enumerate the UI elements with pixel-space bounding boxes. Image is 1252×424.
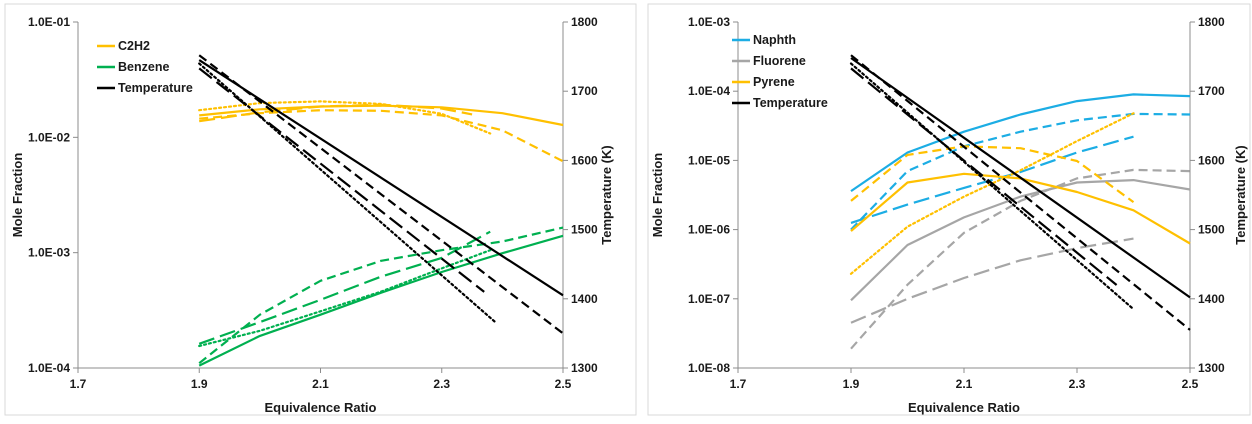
y2-tick-label: 1700	[571, 84, 598, 98]
series-line-1-4	[198, 100, 492, 135]
legend-label: Pyrene	[753, 75, 795, 89]
y-axis-title: Mole Fraction	[650, 153, 665, 238]
x-tick-label: 1.9	[191, 377, 208, 391]
series-line-2-5	[850, 168, 1191, 350]
y2-axis-title: Temperature (K)	[599, 145, 614, 244]
y-tick-label: 1.0E-05	[688, 153, 730, 167]
series-line-1-2	[199, 109, 564, 163]
x-tick-label: 1.7	[730, 377, 747, 391]
y2-tick-label: 1400	[1198, 292, 1225, 306]
legend-label: Temperature	[118, 81, 193, 95]
y-tick-label: 1.0E-03	[688, 15, 730, 29]
x-tick-label: 2.3	[1069, 377, 1086, 391]
series-line-2-11	[850, 54, 1191, 331]
y2-tick-label: 1600	[571, 153, 598, 167]
legend-label: Temperature	[753, 96, 828, 110]
y-tick-label: 1.0E-04	[28, 361, 70, 375]
series-line-2-9	[849, 112, 1135, 275]
series-line-1-6	[198, 226, 564, 365]
series-line-1-9	[198, 59, 564, 297]
y-tick-label: 1.0E-04	[688, 84, 730, 98]
y2-axis-title: Temperature (K)	[1233, 145, 1248, 244]
chart-panel-2: 1.7 1.9 2.1 2.3 2.5 1.0E-08 1.0E-07 1.0E-06 1.0E…	[647, 3, 1251, 416]
y-tick-label: 1.0E-01	[28, 15, 70, 29]
x-tick-label: 2.1	[956, 377, 973, 391]
y-tick-label: 1.0E-06	[688, 223, 730, 237]
y2-tick-label: 1700	[1198, 84, 1225, 98]
y2-tick-label: 1500	[571, 223, 598, 237]
panel-frame	[4, 3, 637, 416]
series-line-1-5	[198, 234, 564, 367]
series-line-1-1	[199, 104, 564, 127]
legend-label: C2H2	[118, 39, 150, 53]
panel-frame	[647, 3, 1251, 416]
series-line-1-3	[199, 103, 473, 123]
series-line-2-4	[850, 179, 1191, 302]
series-line-1-11	[198, 67, 485, 293]
series-group	[849, 54, 1191, 350]
x-axis-title: Equivalence Ratio	[908, 400, 1020, 415]
y-tick-label: 1.0E-02	[28, 130, 70, 144]
x-axis-title: Equivalence Ratio	[265, 400, 377, 415]
y-tick-label: 1.0E-07	[688, 292, 730, 306]
y-tick-label: 1.0E-03	[28, 246, 70, 260]
chart-panel-1: 1.7 1.9 2.1 2.3 2.5 1.0E-04 1.0E-03 1.0E-02 1.0E…	[4, 3, 637, 416]
series-group	[198, 54, 564, 367]
y2-tick-label: 1800	[1198, 15, 1225, 29]
legend-label: Benzene	[118, 60, 169, 74]
series-line-2-12	[850, 67, 1118, 286]
y2-tick-label: 1600	[1198, 153, 1225, 167]
x-tick-label: 1.9	[843, 377, 860, 391]
series-line-1-10	[198, 54, 564, 335]
series-line-2-8	[850, 145, 1135, 203]
y2-tick-label: 1400	[571, 292, 598, 306]
series-line-2-6	[850, 237, 1134, 324]
series-line-1-7	[198, 230, 491, 345]
x-tick-label: 2.3	[433, 377, 450, 391]
legend: Naphth Fluorene Pyrene Temperature	[732, 33, 828, 110]
y2-tick-label: 1300	[1198, 361, 1225, 375]
x-tick-label: 1.7	[70, 377, 87, 391]
x-tick-label: 2.5	[1182, 377, 1199, 391]
y2-tick-label: 1500	[1198, 223, 1225, 237]
y-tick-label: 1.0E-08	[688, 361, 730, 375]
series-line-2-13	[849, 62, 1135, 311]
series-line-1-8	[198, 249, 492, 348]
series-line-2-1	[850, 93, 1191, 193]
legend-label: Fluorene	[753, 54, 806, 68]
series-line-2-10	[850, 57, 1191, 299]
y2-tick-label: 1800	[571, 15, 598, 29]
series-line-1-12	[198, 62, 498, 325]
series-line-2-3	[850, 135, 1134, 224]
legend: C2H2 Benzene Temperature	[97, 39, 193, 95]
x-tick-label: 2.5	[555, 377, 572, 391]
y2-tick-label: 1300	[571, 361, 598, 375]
y-axis-title: Mole Fraction	[10, 153, 25, 238]
series-line-2-7	[850, 172, 1191, 245]
x-tick-label: 2.1	[312, 377, 329, 391]
legend-label: Naphth	[753, 33, 796, 47]
